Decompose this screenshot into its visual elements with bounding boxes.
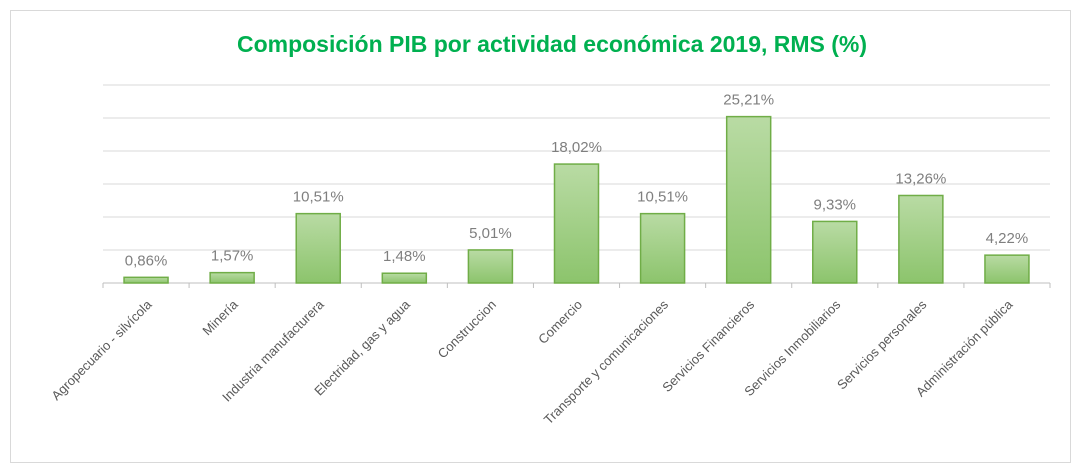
data-label: 25,21% (723, 92, 774, 109)
data-label: 9,33% (813, 196, 856, 213)
chart-title: Composición PIB por actividad económica … (237, 31, 867, 57)
data-label: 5,01% (469, 225, 512, 242)
bar (467, 249, 514, 284)
data-label: 1,48% (383, 248, 426, 265)
data-label: 10,51% (293, 189, 344, 206)
bar (209, 271, 255, 284)
bar (812, 220, 858, 284)
bar (898, 194, 944, 284)
data-label: 1,57% (211, 248, 254, 265)
bar (381, 272, 428, 284)
bar (295, 212, 341, 284)
data-label: 4,22% (986, 230, 1029, 247)
bar (553, 163, 600, 284)
bar (725, 115, 772, 284)
data-label: 0,86% (125, 252, 168, 269)
data-label: 10,51% (637, 189, 688, 206)
chart-border (10, 10, 1071, 463)
data-label: 18,02% (551, 139, 602, 156)
data-label: 13,26% (895, 170, 946, 187)
bar (123, 276, 169, 284)
bar (639, 212, 686, 284)
bar (984, 254, 1030, 284)
